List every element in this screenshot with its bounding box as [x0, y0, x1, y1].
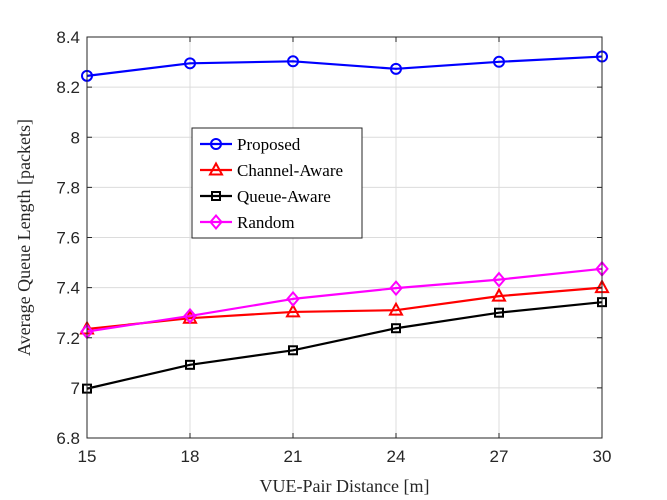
- x-tick-label: 18: [181, 447, 200, 466]
- data-point-proposed: [390, 62, 402, 75]
- legend-label: Random: [237, 213, 295, 232]
- legend-label: Proposed: [237, 135, 301, 154]
- legend-marker-channel-aware: [208, 161, 224, 176]
- y-tick-label: 7.2: [56, 329, 80, 348]
- data-point-queue-aware: [288, 345, 298, 356]
- y-tick-label: 7.4: [56, 279, 80, 298]
- y-axis-label: Average Queue Length [packets]: [14, 119, 34, 356]
- data-point-proposed: [493, 55, 505, 68]
- legend-entry-channel-aware: Channel-Aware: [200, 161, 343, 180]
- series-layer: [79, 50, 610, 394]
- series-line-channel-aware: [86, 286, 603, 331]
- y-tick-label: 7.6: [56, 229, 80, 248]
- data-point-queue-aware: [391, 323, 401, 334]
- y-tick-label: 8.2: [56, 78, 80, 97]
- legend-label: Channel-Aware: [237, 161, 343, 180]
- data-point-random: [389, 280, 403, 297]
- x-tick-label: 21: [284, 447, 303, 466]
- legend-marker-queue-aware: [211, 191, 221, 201]
- data-point-random: [183, 307, 197, 324]
- x-tick-label: 15: [78, 447, 97, 466]
- data-point-channel-aware: [491, 287, 507, 302]
- data-point-proposed: [184, 57, 196, 70]
- y-tick-label: 7.8: [56, 178, 80, 197]
- legend-entry-random: Random: [200, 213, 295, 232]
- x-tick-label: 27: [490, 447, 509, 466]
- data-point-queue-aware: [185, 359, 195, 370]
- series-line-proposed: [86, 55, 603, 77]
- series-queue-aware: [82, 297, 607, 394]
- y-tick-label: 8.4: [56, 28, 80, 47]
- legend-entries: Proposed Channel-Aware Queue-Aware Random: [200, 135, 343, 232]
- data-point-queue-aware: [494, 307, 504, 318]
- y-tick-label: 6.8: [56, 429, 80, 448]
- x-tick-label: 24: [387, 447, 406, 466]
- y-tick-label: 7: [71, 379, 80, 398]
- x-axis-label: VUE-Pair Distance [m]: [260, 476, 430, 496]
- series-line-random: [86, 267, 603, 333]
- data-point-random: [286, 290, 300, 307]
- data-point-proposed: [287, 55, 299, 68]
- series-line-queue-aware: [86, 301, 603, 390]
- data-point-channel-aware: [388, 301, 404, 316]
- legend-marker-random: [209, 213, 223, 231]
- data-point-channel-aware: [285, 303, 301, 318]
- series-channel-aware: [79, 279, 610, 335]
- legend-entry-proposed: Proposed: [200, 135, 301, 154]
- series-random: [80, 260, 609, 340]
- series-proposed: [81, 50, 608, 82]
- y-tick-label: 8: [71, 128, 80, 147]
- legend-label: Queue-Aware: [237, 187, 331, 206]
- legend: Proposed Channel-Aware Queue-Aware Random: [191, 127, 363, 239]
- x-tick-label: 30: [593, 447, 612, 466]
- x-ticks-layer: 15 18 21 24 27 30: [78, 37, 612, 466]
- data-point-random: [492, 271, 506, 288]
- legend-marker-proposed: [210, 138, 222, 150]
- legend-entry-queue-aware: Queue-Aware: [200, 187, 331, 206]
- y-ticks-layer: 6.8 7 7.2 7.4 7.6 7.8 8 8.2 8.4: [56, 28, 602, 448]
